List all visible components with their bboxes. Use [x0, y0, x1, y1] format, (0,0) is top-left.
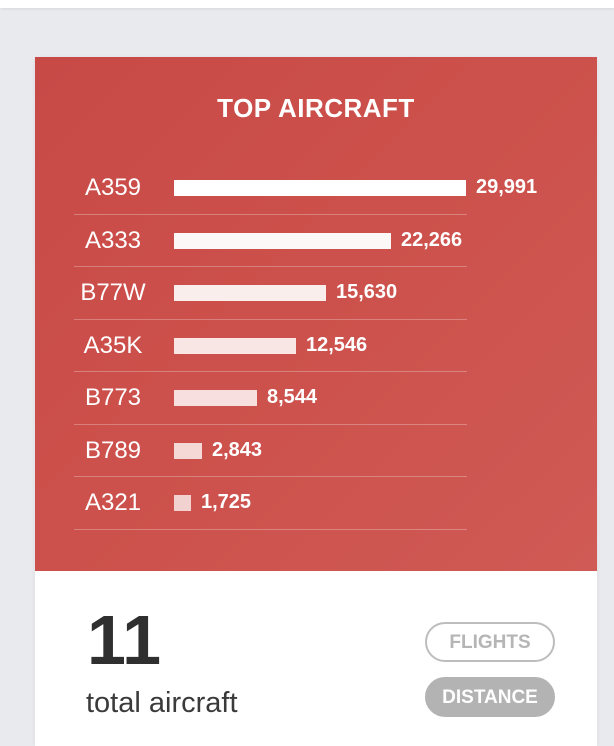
- chart-row: A333 22,266: [74, 215, 467, 267]
- chart-row: B789 2,843: [74, 425, 467, 477]
- chart-row: A35K 12,546: [74, 320, 467, 372]
- aircraft-bar-chart: A359 29,991 A333 22,266 B77W 15,630 A35K 12,546…: [74, 162, 537, 530]
- chart-bar: [174, 232, 391, 249]
- chart-category-label: A321: [84, 489, 142, 516]
- top-bar: [0, 0, 614, 8]
- chart-value-label: 22,266: [401, 228, 463, 251]
- chart-value-label: 15,630: [336, 281, 398, 303]
- card-title: TOP AIRCRAFT: [217, 93, 415, 123]
- chart-bar: [174, 180, 466, 196]
- card-header-panel: TOP AIRCRAFT A359 29,991 A333 22,266 B77W 15,…: [35, 57, 597, 571]
- chart-row: B773 8,544: [74, 372, 467, 425]
- chart-value-label: 2,843: [212, 438, 263, 461]
- chart-bar: [174, 285, 326, 301]
- chart-category-label: B77W: [80, 279, 146, 306]
- chart-bar: [174, 442, 202, 459]
- chart-category-label: B789: [84, 436, 142, 464]
- chart-category-label: A35K: [83, 331, 143, 359]
- chart-value-label: 29,991: [476, 176, 538, 198]
- chart-bar: [174, 495, 191, 511]
- chart-value-label: 1,725: [201, 491, 252, 513]
- total-aircraft-count: 11: [87, 601, 161, 679]
- chart-value-label: 12,546: [306, 333, 368, 356]
- chart-value-label: 8,544: [267, 386, 318, 408]
- chart-bar: [174, 390, 257, 406]
- chart-category-label: B773: [84, 384, 142, 411]
- chart-bar: [174, 337, 296, 354]
- chart-category-label: A333: [84, 226, 142, 254]
- distance-button[interactable]: DISTANCE: [425, 677, 555, 717]
- chart-row: A359 29,991: [74, 162, 537, 215]
- top-aircraft-card: TOP AIRCRAFT A359 29,991 A333 22,266 B77W 15,…: [35, 57, 597, 746]
- chart-row: A321 1,725: [74, 477, 467, 530]
- flights-button[interactable]: FLIGHTS: [425, 622, 555, 662]
- chart-row: B77W 15,630: [74, 267, 467, 320]
- chart-category-label: A359: [84, 174, 142, 201]
- total-aircraft-caption: total aircraft: [86, 687, 238, 719]
